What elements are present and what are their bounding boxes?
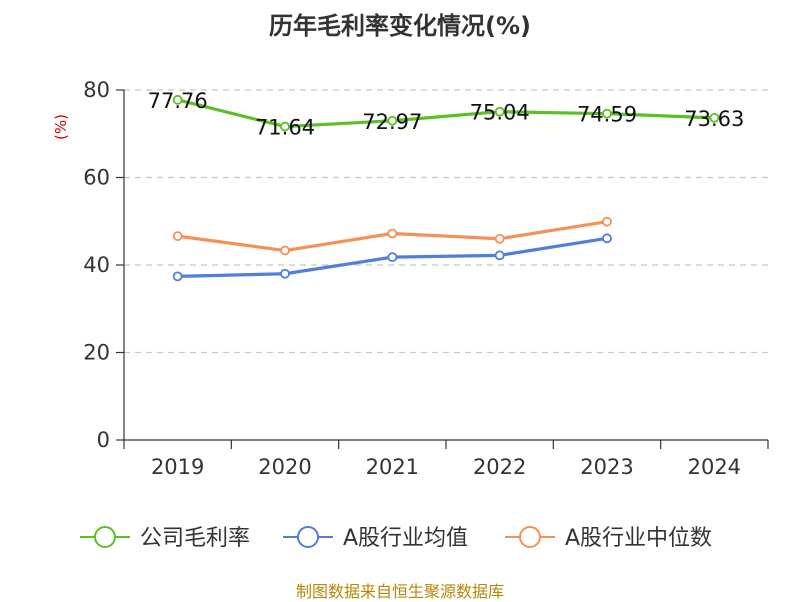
data-point [709,112,720,123]
legend-marker [519,526,541,548]
data-label: 73.63 [684,107,744,131]
chart-title: 历年毛利率变化情况(%) [269,12,531,40]
x-tick-label: 2020 [258,455,311,479]
legend: 公司毛利率 A股行业均值 A股行业中位数 [80,526,712,551]
data-label: 71.64 [255,116,315,140]
data-point [280,121,290,132]
legend-label: A股行业中位数 [565,526,712,551]
axis-layer: 0 20 40 60 80 2019 2020 2021 2022 2023 2024 [83,78,769,479]
y-tick-label: 40 [83,253,110,277]
data-point [280,245,290,256]
y-tick-label: 60 [83,166,110,190]
data-point [602,216,612,227]
y-tick-label: 20 [83,341,110,365]
data-point [172,94,183,105]
x-tick-label: 2024 [688,455,741,479]
series-layer [172,94,720,282]
data-label: 72.97 [362,110,422,134]
data-point [387,115,398,126]
data-point [494,233,505,244]
data-point [494,250,505,261]
legend-item-2: A股行业中位数 [505,526,712,551]
legend-label: A股行业均值 [343,526,468,551]
legend-item-1: A股行业均值 [283,526,468,551]
x-tick-label: 2021 [366,455,419,479]
legend-marker [297,526,319,548]
legend-item-0: 公司毛利率 [80,526,250,551]
grid-layer [124,89,768,354]
data-point [172,271,183,282]
series-2 [172,216,612,256]
legend-marker [94,526,116,548]
series-1 [172,233,612,282]
y-tick-label: 0 [97,428,110,452]
data-label-layer: 77.76 71.64 72.97 75.04 74.59 73.63 [148,89,745,140]
data-point [602,233,612,244]
x-tick-label: 2019 [151,455,204,479]
x-tick-label: 2023 [580,455,633,479]
data-point [602,108,612,119]
data-label: 77.76 [148,89,208,113]
data-label: 75.04 [470,101,530,125]
series-line [177,98,715,129]
data-point [172,231,183,242]
y-tick-label: 80 [83,78,110,102]
y-axis-label: (%) [52,114,70,140]
data-point [494,106,505,117]
series-0 [172,94,720,132]
x-tick-label: 2022 [473,455,526,479]
data-point [280,268,290,279]
legend-label: 公司毛利率 [140,526,250,551]
source-note: 制图数据来自恒生聚源数据库 [295,582,504,601]
data-label: 74.59 [577,103,637,127]
data-point [387,228,398,239]
data-point [387,252,398,263]
